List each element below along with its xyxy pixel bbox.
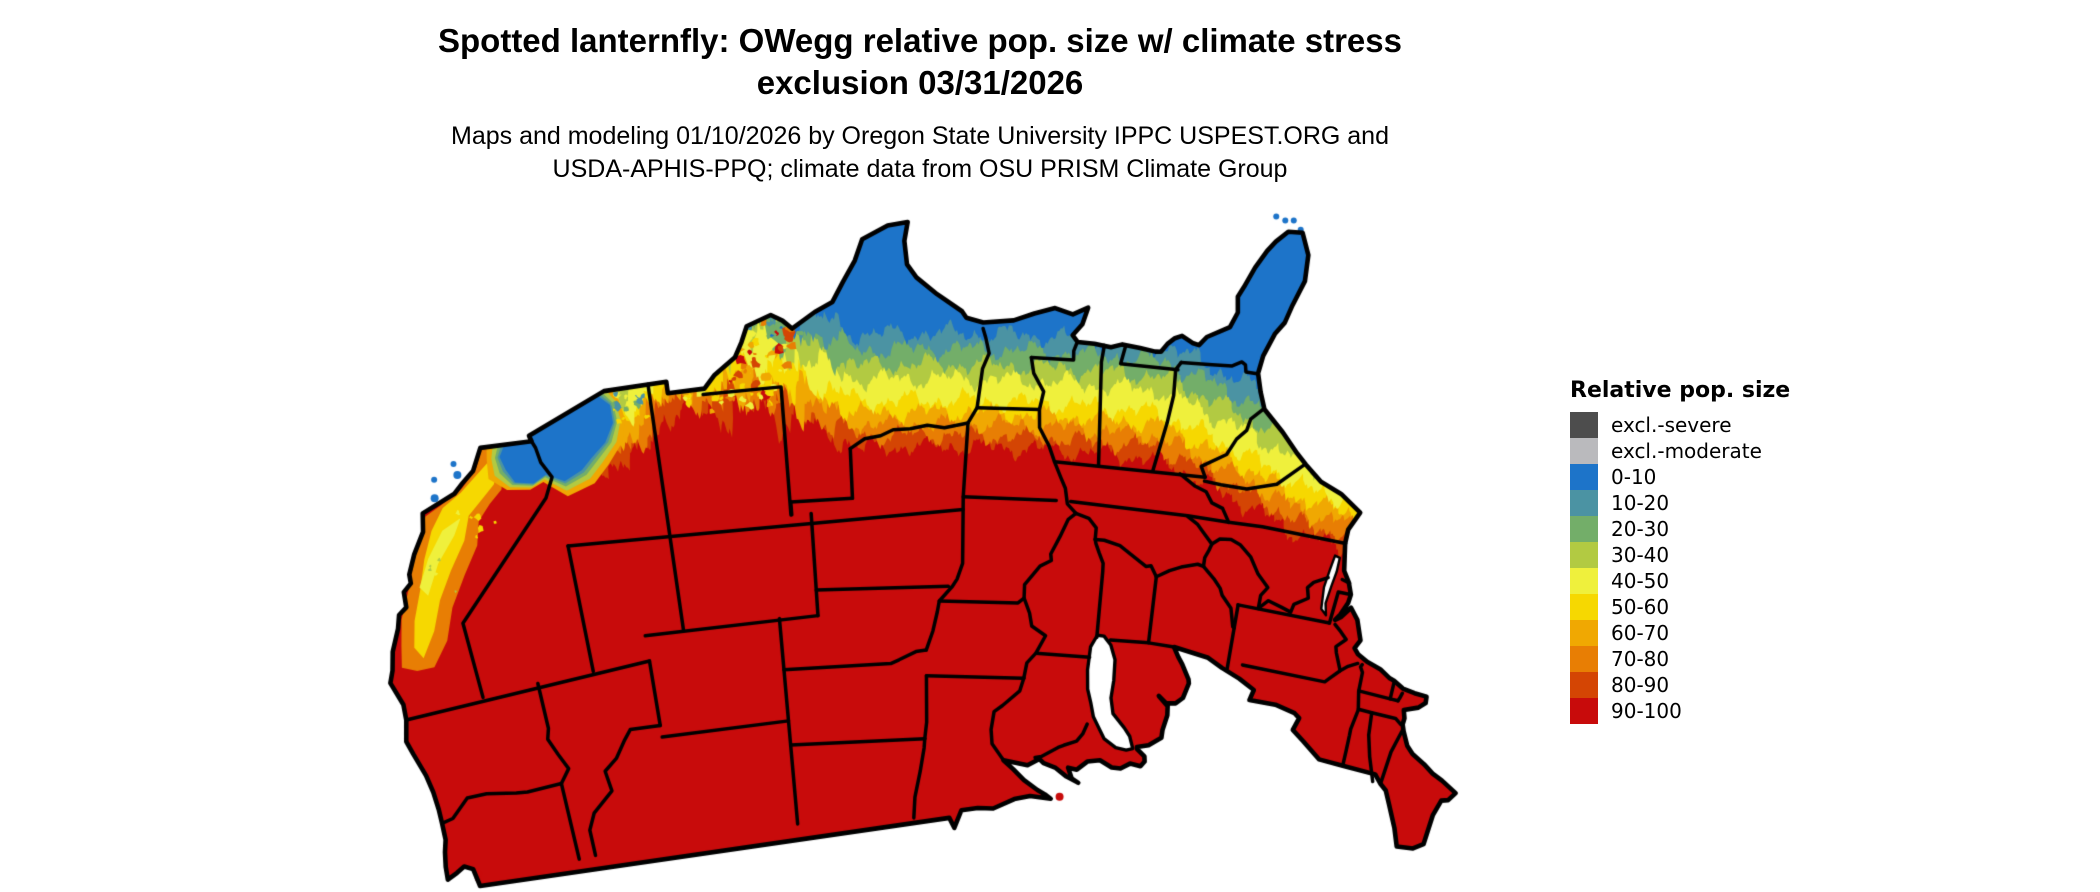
map-title-line1: Spotted lanternfly: OWegg relative pop. … <box>438 22 1402 59</box>
map-title: Spotted lanternfly: OWegg relative pop. … <box>270 20 1570 104</box>
legend-label: 10-20 <box>1611 491 1670 515</box>
legend-label: 40-50 <box>1611 569 1670 593</box>
legend-item: 30-40 <box>1570 542 1790 568</box>
legend-swatch <box>1570 542 1598 568</box>
legend-label: 60-70 <box>1611 621 1670 645</box>
legend-swatch <box>1570 516 1598 542</box>
legend-item: 10-20 <box>1570 490 1790 516</box>
legend-swatch <box>1570 464 1598 490</box>
legend-item: 40-50 <box>1570 568 1790 594</box>
legend-item: excl.-moderate <box>1570 438 1790 464</box>
legend-item: 70-80 <box>1570 646 1790 672</box>
legend-swatch <box>1570 490 1598 516</box>
legend-label: excl.-moderate <box>1611 439 1762 463</box>
legend-item: 60-70 <box>1570 620 1790 646</box>
legend-label: excl.-severe <box>1611 413 1732 437</box>
legend-items: excl.-severe excl.-moderate 0-10 10-20 20-30… <box>1570 412 1790 724</box>
legend-title: Relative pop. size <box>1570 378 1791 403</box>
legend-item: excl.-severe <box>1570 412 1790 438</box>
legend-swatch <box>1570 412 1598 438</box>
legend-label: 80-90 <box>1611 673 1670 697</box>
legend-label: 70-80 <box>1611 647 1670 671</box>
legend-label: 30-40 <box>1611 543 1670 567</box>
legend: Relative pop. size excl.-severe excl.-mod… <box>1570 378 1790 724</box>
legend-swatch <box>1570 620 1598 646</box>
legend-swatch <box>1570 672 1598 698</box>
legend-swatch <box>1570 646 1598 672</box>
legend-swatch <box>1570 594 1598 620</box>
map-title-line2: exclusion 03/31/2026 <box>756 64 1084 101</box>
legend-label: 90-100 <box>1611 699 1682 723</box>
map-subtitle-line2: USDA-APHIS-PPQ; climate data from OSU PR… <box>552 155 1288 183</box>
map-subtitle-line1: Maps and modeling 01/10/2026 by Oregon S… <box>451 122 1389 150</box>
legend-item: 0-10 <box>1570 464 1790 490</box>
legend-item: 80-90 <box>1570 672 1790 698</box>
legend-swatch <box>1570 698 1598 724</box>
legend-item: 50-60 <box>1570 594 1790 620</box>
legend-swatch <box>1570 568 1598 594</box>
legend-label: 0-10 <box>1611 465 1657 489</box>
legend-item: 20-30 <box>1570 516 1790 542</box>
map-subtitle: Maps and modeling 01/10/2026 by Oregon S… <box>270 120 1570 186</box>
legend-item: 90-100 <box>1570 698 1790 724</box>
legend-swatch <box>1570 438 1598 464</box>
legend-label: 20-30 <box>1611 517 1670 541</box>
legend-label: 50-60 <box>1611 595 1670 619</box>
